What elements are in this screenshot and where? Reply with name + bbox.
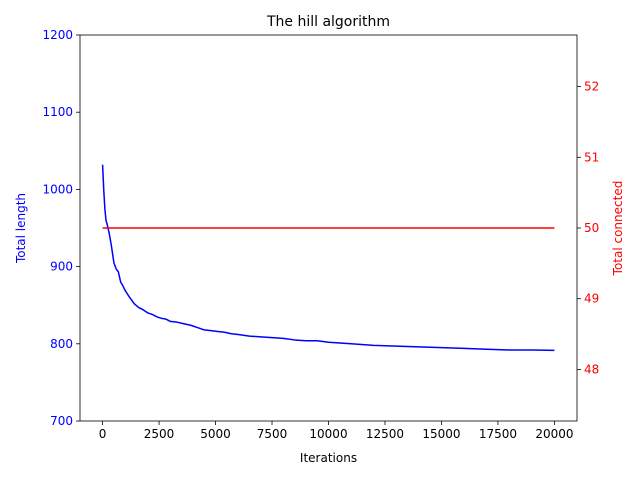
x-tick-label: 2500 <box>144 427 175 441</box>
y-right-tick-label: 49 <box>584 292 599 306</box>
y-left-tick-label: 700 <box>50 414 73 428</box>
series-layer <box>101 164 555 352</box>
y-right-tick-label: 48 <box>584 362 599 376</box>
x-tick-label: 10000 <box>309 427 347 441</box>
y-left-tick-label: 800 <box>50 337 73 351</box>
y-right-axis-label: Total connected <box>611 181 625 277</box>
y-right-tick-label: 52 <box>584 80 599 94</box>
y-right-tick-label: 50 <box>584 221 599 235</box>
y-left-tick-label: 1100 <box>42 105 73 119</box>
x-tick-label: 7500 <box>257 427 288 441</box>
chart-title: The hill algorithm <box>266 14 390 30</box>
x-tick-label: 17500 <box>479 427 517 441</box>
x-tick-label: 0 <box>99 427 107 441</box>
x-tick-label: 15000 <box>422 427 460 441</box>
series-line-total-length <box>101 164 555 352</box>
x-tick-label: 20000 <box>535 427 573 441</box>
x-axis-label: Iterations <box>300 451 357 465</box>
axes-layer: 0 2500 5000 7500 10000 12500 15000 17500 20000 70… <box>42 28 599 441</box>
x-tick-label: 12500 <box>366 427 404 441</box>
y-left-tick-label: 1000 <box>42 182 73 196</box>
y-left-tick-label: 900 <box>50 260 73 274</box>
y-left-tick-label: 1200 <box>42 28 73 42</box>
plot-frame <box>79 34 578 422</box>
y-right-tick-label: 51 <box>584 150 599 164</box>
x-tick-label: 5000 <box>200 427 231 441</box>
y-left-axis-label: Total length <box>14 193 28 264</box>
